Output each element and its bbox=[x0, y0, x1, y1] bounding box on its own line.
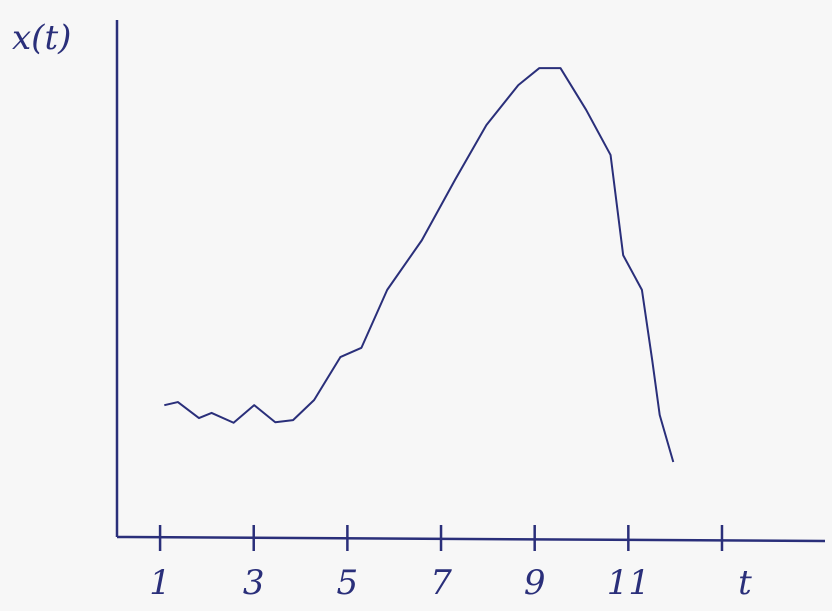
x-tick-label: 7 bbox=[430, 563, 452, 603]
x-tick-label: 3 bbox=[243, 563, 265, 603]
x-axis-label: t bbox=[738, 563, 752, 603]
y-axis-label: x(t) bbox=[12, 18, 71, 58]
x-tick-label: 11 bbox=[607, 563, 650, 603]
x-tick-label: 9 bbox=[524, 563, 546, 603]
x-tick-label: 1 bbox=[149, 563, 171, 603]
data-line bbox=[164, 67, 675, 463]
x-tick-label: 5 bbox=[337, 563, 359, 603]
x-axis bbox=[116, 535, 826, 543]
